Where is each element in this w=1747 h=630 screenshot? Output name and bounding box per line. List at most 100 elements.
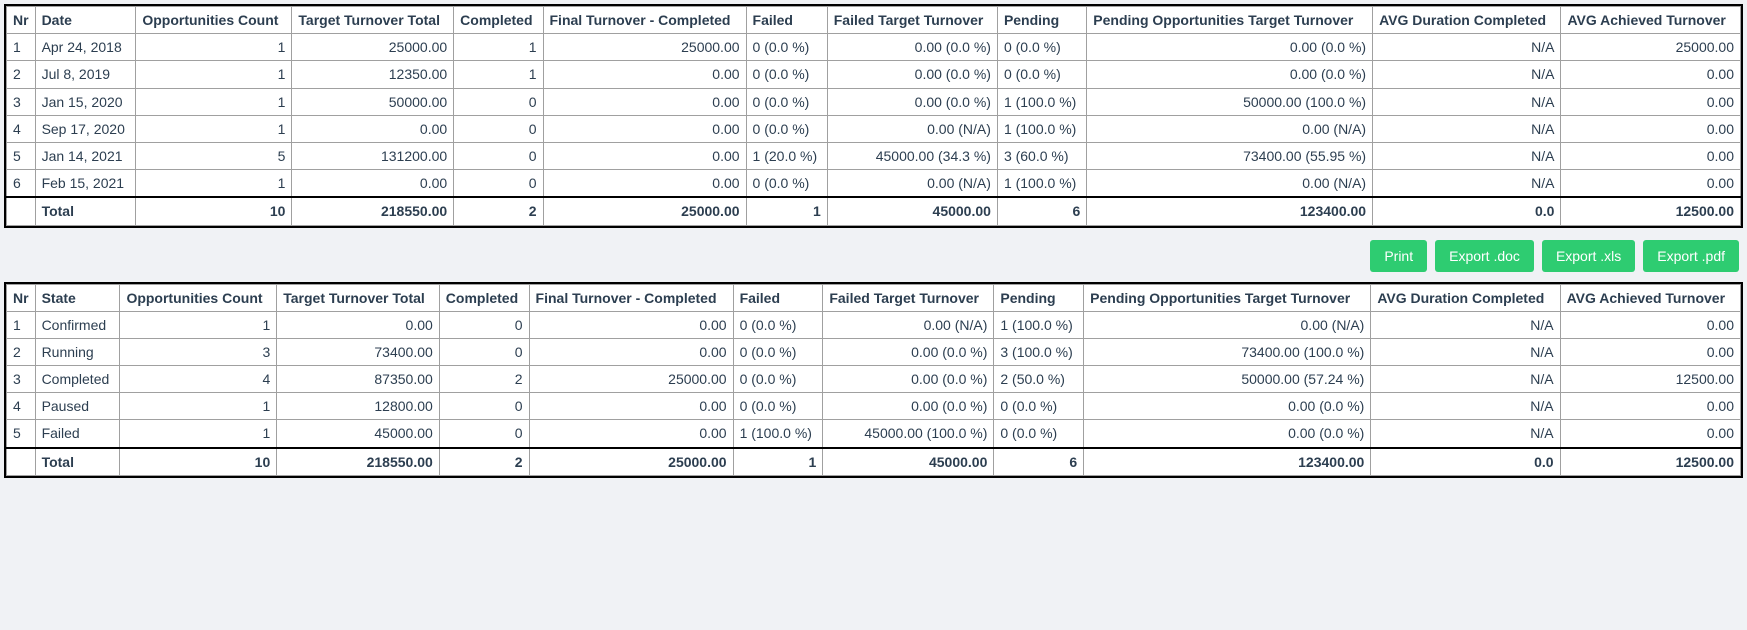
cell-failed: 0 (0.0 %)	[746, 115, 827, 142]
cell-pending: 0 (0.0 %)	[997, 34, 1086, 61]
col-avgach[interactable]: AVG Achieved Turnover	[1560, 284, 1740, 311]
col-nr[interactable]: Nr	[7, 284, 36, 311]
cell-failed-t: 45000.00	[827, 197, 997, 225]
cell-label: Paused	[35, 393, 120, 420]
export-doc-button[interactable]: Export .doc	[1435, 240, 1534, 272]
col-pending-t[interactable]: Pending Opportunities Target Turnover	[1087, 7, 1373, 34]
col-failed-t[interactable]: Failed Target Turnover	[827, 7, 997, 34]
col-target[interactable]: Target Turnover Total	[277, 284, 440, 311]
cell-opps: 1	[120, 311, 277, 338]
cell-opps: 3	[120, 338, 277, 365]
cell-target: 0.00	[292, 115, 454, 142]
cell-completed: 1	[454, 61, 543, 88]
export-pdf-button[interactable]: Export .pdf	[1643, 240, 1739, 272]
cell-final: 25000.00	[529, 448, 733, 476]
col-avgach[interactable]: AVG Achieved Turnover	[1561, 7, 1741, 34]
col-date[interactable]: Date	[35, 7, 136, 34]
cell-avgach: 0.00	[1561, 88, 1741, 115]
cell-failed: 1 (100.0 %)	[733, 420, 823, 448]
cell-pending-t: 0.00 (0.0 %)	[1084, 393, 1371, 420]
cell-opps: 5	[136, 142, 292, 169]
cell-failed: 0 (0.0 %)	[733, 311, 823, 338]
col-failed[interactable]: Failed	[733, 284, 823, 311]
cell-label: Failed	[35, 420, 120, 448]
cell-opps: 1	[120, 420, 277, 448]
col-pending-t[interactable]: Pending Opportunities Target Turnover	[1084, 284, 1371, 311]
table-row: 5Failed145000.0000.001 (100.0 %)45000.00…	[7, 420, 1741, 448]
col-final[interactable]: Final Turnover - Completed	[543, 7, 746, 34]
cell-target: 50000.00	[292, 88, 454, 115]
cell-failed-t: 0.00 (0.0 %)	[827, 88, 997, 115]
cell-final: 0.00	[543, 170, 746, 198]
cell-label: Completed	[35, 366, 120, 393]
cell-avgach: 25000.00	[1561, 34, 1741, 61]
cell-failed: 1 (20.0 %)	[746, 142, 827, 169]
cell-avgach: 0.00	[1561, 61, 1741, 88]
cell-final: 0.00	[529, 311, 733, 338]
cell-pending: 1 (100.0 %)	[997, 170, 1086, 198]
cell-total-label: Total	[35, 448, 120, 476]
col-failed-t[interactable]: Failed Target Turnover	[823, 284, 994, 311]
col-failed[interactable]: Failed	[746, 7, 827, 34]
table-row: 2Running373400.0000.000 (0.0 %)0.00 (0.0…	[7, 338, 1741, 365]
cell-target: 73400.00	[277, 338, 440, 365]
cell-opps: 1	[136, 170, 292, 198]
cell-nr: 6	[7, 170, 36, 198]
cell-pending: 0 (0.0 %)	[994, 420, 1084, 448]
cell-avgdur: N/A	[1371, 366, 1560, 393]
table-row: 1Apr 24, 2018125000.00125000.000 (0.0 %)…	[7, 34, 1741, 61]
table-row: 4Paused112800.0000.000 (0.0 %)0.00 (0.0 …	[7, 393, 1741, 420]
cell-completed: 0	[439, 420, 529, 448]
cell-avgach: 0.00	[1561, 170, 1741, 198]
col-completed[interactable]: Completed	[439, 284, 529, 311]
cell-final: 25000.00	[543, 197, 746, 225]
cell-final: 0.00	[543, 142, 746, 169]
col-nr[interactable]: Nr	[7, 7, 36, 34]
col-avgdur[interactable]: AVG Duration Completed	[1371, 284, 1560, 311]
export-xls-button[interactable]: Export .xls	[1542, 240, 1635, 272]
cell-avgach: 12500.00	[1560, 448, 1740, 476]
cell-failed-t: 45000.00	[823, 448, 994, 476]
cell-nr	[7, 448, 36, 476]
table-row: 5Jan 14, 20215131200.0000.001 (20.0 %)45…	[7, 142, 1741, 169]
cell-pending: 3 (60.0 %)	[997, 142, 1086, 169]
col-pending[interactable]: Pending	[994, 284, 1084, 311]
cell-failed-t: 0.00 (0.0 %)	[823, 393, 994, 420]
cell-target: 25000.00	[292, 34, 454, 61]
col-state[interactable]: State	[35, 284, 120, 311]
table-row: 6Feb 15, 202110.0000.000 (0.0 %)0.00 (N/…	[7, 170, 1741, 198]
cell-target: 131200.00	[292, 142, 454, 169]
col-opps[interactable]: Opportunities Count	[120, 284, 277, 311]
cell-avgach: 12500.00	[1560, 366, 1740, 393]
cell-label: Running	[35, 338, 120, 365]
cell-final: 0.00	[529, 338, 733, 365]
table-row: 3Completed487350.00225000.000 (0.0 %)0.0…	[7, 366, 1741, 393]
cell-opps: 1	[136, 34, 292, 61]
cell-avgach: 0.00	[1560, 311, 1740, 338]
cell-label: Feb 15, 2021	[35, 170, 136, 198]
col-opps[interactable]: Opportunities Count	[136, 7, 292, 34]
cell-avgach: 0.00	[1560, 420, 1740, 448]
col-target[interactable]: Target Turnover Total	[292, 7, 454, 34]
cell-completed: 0	[439, 393, 529, 420]
print-button[interactable]: Print	[1370, 240, 1427, 272]
table-row: 2Jul 8, 2019112350.0010.000 (0.0 %)0.00 …	[7, 61, 1741, 88]
col-final[interactable]: Final Turnover - Completed	[529, 284, 733, 311]
cell-pending-t: 0.00 (0.0 %)	[1087, 34, 1373, 61]
col-pending[interactable]: Pending	[997, 7, 1086, 34]
cell-completed: 0	[439, 338, 529, 365]
col-completed[interactable]: Completed	[454, 7, 543, 34]
cell-opps: 1	[136, 88, 292, 115]
cell-failed-t: 0.00 (N/A)	[827, 170, 997, 198]
col-avgdur[interactable]: AVG Duration Completed	[1373, 7, 1561, 34]
cell-pending-t: 50000.00 (57.24 %)	[1084, 366, 1371, 393]
cell-nr: 4	[7, 115, 36, 142]
cell-nr: 1	[7, 34, 36, 61]
cell-avgdur: N/A	[1371, 311, 1560, 338]
cell-nr: 4	[7, 393, 36, 420]
cell-pending-t: 50000.00 (100.0 %)	[1087, 88, 1373, 115]
export-toolbar: Print Export .doc Export .xls Export .pd…	[4, 234, 1743, 282]
cell-avgach: 0.00	[1560, 393, 1740, 420]
cell-nr: 1	[7, 311, 36, 338]
cell-label: Sep 17, 2020	[35, 115, 136, 142]
